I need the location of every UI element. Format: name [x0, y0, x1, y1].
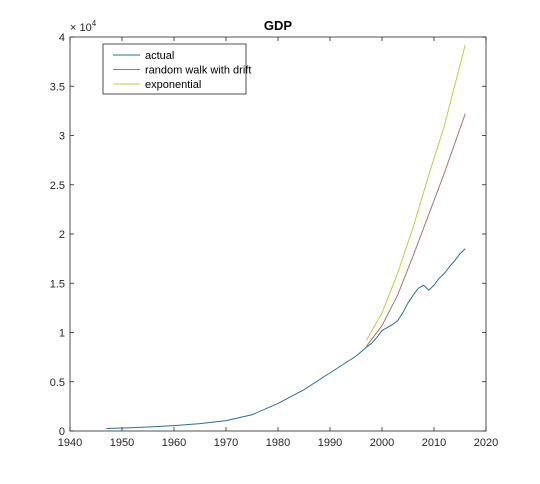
y-tick-label: 3.5	[50, 81, 65, 93]
y-multiplier-label: × 104	[70, 19, 97, 34]
y-tick-label: 0.5	[50, 377, 65, 389]
y-tick-label: 4	[59, 32, 65, 44]
y-multiplier-exponent: 4	[92, 19, 97, 28]
x-tick-label: 2010	[422, 437, 446, 449]
x-tick-label: 1960	[162, 437, 186, 449]
series-lines	[106, 44, 466, 430]
y-multiplier-base: × 10	[70, 22, 92, 34]
x-tick-label: 2020	[474, 437, 498, 449]
x-tick-label: 2000	[370, 437, 394, 449]
series-line-random-walk-with-drift	[366, 113, 466, 347]
y-tick-label: 1	[59, 328, 65, 340]
x-tick-label: 1940	[58, 437, 82, 449]
series-line-exponential	[365, 44, 466, 341]
axes: 1940 1950 1960 1970 1980 1990 2000 2010 2020 0 0.5…	[50, 19, 499, 449]
y-tick-label: 2	[59, 229, 65, 241]
legend-label: random walk with drift	[145, 65, 251, 77]
legend: actual random walk with drift exponential	[102, 43, 251, 95]
legend-label: actual	[145, 50, 174, 62]
y-tick-label: 1.5	[50, 278, 65, 290]
x-tick-label: 1990	[318, 437, 342, 449]
x-tick-label: 1980	[266, 437, 290, 449]
y-tick-label: 2.5	[50, 180, 65, 192]
y-tick-label: 3	[59, 131, 65, 143]
y-tick-label: 0	[59, 426, 65, 438]
series-line-actual	[106, 248, 466, 430]
chart-title: GDP	[264, 18, 293, 33]
legend-label: exponential	[145, 79, 201, 91]
x-tick-label: 1950	[110, 437, 134, 449]
x-tick-label: 1970	[214, 437, 238, 449]
